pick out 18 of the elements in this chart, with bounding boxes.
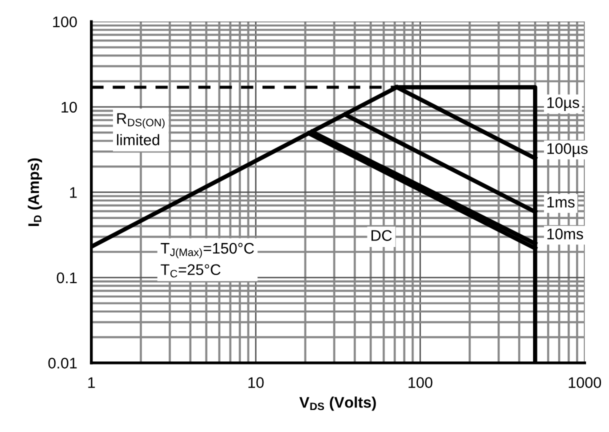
y-tick-label: 0.01 [48, 358, 77, 369]
y-tick-label: 1 [70, 187, 77, 198]
x-axis-title: V$_{DS}$ (Volts) [299, 396, 376, 411]
x-tick-label: 100 [408, 377, 432, 388]
y-tick-label: 10 [62, 102, 77, 113]
annotation: R$_{DS(ON)}$ limited [117, 113, 165, 146]
x-tick-label: 1 [88, 377, 95, 388]
series-label: 1ms [547, 196, 575, 208]
text: T$_{J(Max)}$=150°C T$_{C}$=25°C [160, 242, 254, 278]
y-tick-label: 100 [53, 16, 77, 28]
y-axis-title: I$_{D}$ (Amps) [28, 158, 42, 226]
annotation: DC [372, 230, 392, 241]
y-tick-label: 0.1 [56, 272, 77, 284]
x-tick-label: 1000 [568, 377, 602, 388]
series-label: 10ms [547, 228, 584, 240]
series-label: 10µs [547, 97, 580, 112]
x-tick-label: 10 [248, 377, 264, 388]
series-label: 100µs [547, 143, 588, 158]
